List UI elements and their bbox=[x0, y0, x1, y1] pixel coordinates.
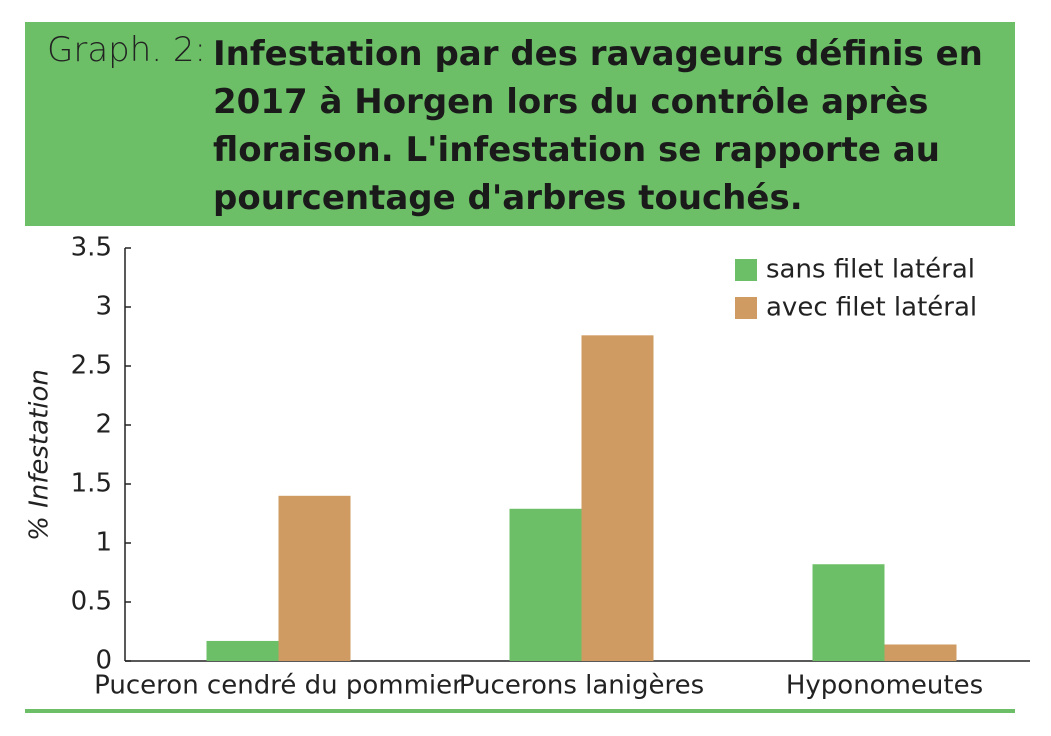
y-tick-label: 0.5 bbox=[71, 587, 112, 617]
y-tick-label: 2 bbox=[95, 410, 112, 440]
y-tick-label: 3.5 bbox=[71, 233, 112, 263]
legend-swatch bbox=[735, 259, 757, 281]
y-axis-label: % Infestation bbox=[25, 369, 55, 541]
y-tick-label: 2.5 bbox=[71, 351, 112, 381]
bar bbox=[509, 508, 582, 661]
y-tick-label: 0 bbox=[95, 646, 112, 676]
bar bbox=[812, 564, 885, 661]
bar bbox=[278, 495, 351, 661]
x-tick-label: Hyponomeutes bbox=[786, 671, 983, 701]
legend-label: sans filet latéral bbox=[766, 255, 975, 285]
y-tick-label: 1.5 bbox=[71, 469, 112, 499]
legend-label: avec filet latéral bbox=[766, 293, 977, 323]
chart-title: Infestation par des ravageurs définis en… bbox=[213, 34, 983, 218]
figure-label: Graph. 2: bbox=[47, 30, 206, 70]
header: Graph. 2: Infestation par des ravageurs … bbox=[25, 22, 1015, 226]
x-tick-label: Pucerons lanigères bbox=[459, 671, 704, 701]
x-tick-label: Puceron cendré du pommier bbox=[94, 671, 463, 701]
y-tick-label: 3 bbox=[95, 292, 112, 322]
bar bbox=[581, 335, 654, 661]
legend-swatch bbox=[735, 297, 757, 319]
y-tick-label: 1 bbox=[95, 528, 112, 558]
bar bbox=[884, 644, 957, 661]
bar bbox=[206, 640, 279, 661]
